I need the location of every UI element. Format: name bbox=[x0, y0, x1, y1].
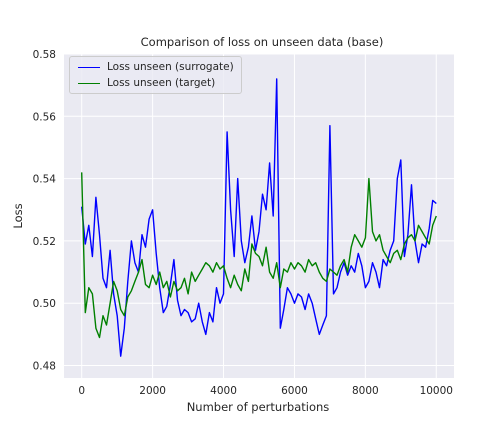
series-line-surrogate bbox=[81, 78, 437, 357]
legend-label-target: Loss unseen (target) bbox=[107, 77, 216, 89]
legend-swatch-surrogate bbox=[78, 66, 100, 68]
series-line-target bbox=[81, 172, 437, 339]
legend-label-surrogate: Loss unseen (surrogate) bbox=[107, 61, 234, 73]
x-tick-label: 0 bbox=[78, 385, 85, 397]
x-tick-label: 8000 bbox=[352, 385, 379, 397]
legend-swatch-target bbox=[78, 82, 100, 84]
plot-background bbox=[64, 54, 454, 378]
y-tick-label: 0.58 bbox=[33, 49, 56, 61]
x-axis-label: Number of perturbations bbox=[187, 400, 330, 414]
y-tick-label: 0.48 bbox=[33, 361, 56, 373]
x-tick-label: 6000 bbox=[281, 385, 308, 397]
y-tick-label: 0.56 bbox=[33, 111, 57, 123]
legend: Loss unseen (surrogate) Loss unseen (tar… bbox=[69, 56, 242, 94]
tick-labels: 0 2000 4000 6000 8000 10000 0.48 0.50 0.52 0.54 0.… bbox=[33, 49, 453, 397]
series-layer bbox=[81, 78, 437, 357]
legend-item-target: Loss unseen (target) bbox=[78, 75, 215, 91]
x-tick-label: 2000 bbox=[139, 385, 166, 397]
x-tick-label: 4000 bbox=[210, 385, 237, 397]
x-tick-label: 10000 bbox=[420, 385, 453, 397]
y-tick-label: 0.54 bbox=[33, 174, 57, 186]
y-tick-label: 0.52 bbox=[33, 236, 56, 248]
legend-item-surrogate: Loss unseen (surrogate) bbox=[78, 59, 234, 75]
y-tick-label: 0.50 bbox=[33, 298, 56, 310]
chart-title: Comparison of loss on unseen data (base) bbox=[141, 35, 384, 49]
y-axis-label: Loss bbox=[11, 203, 25, 228]
